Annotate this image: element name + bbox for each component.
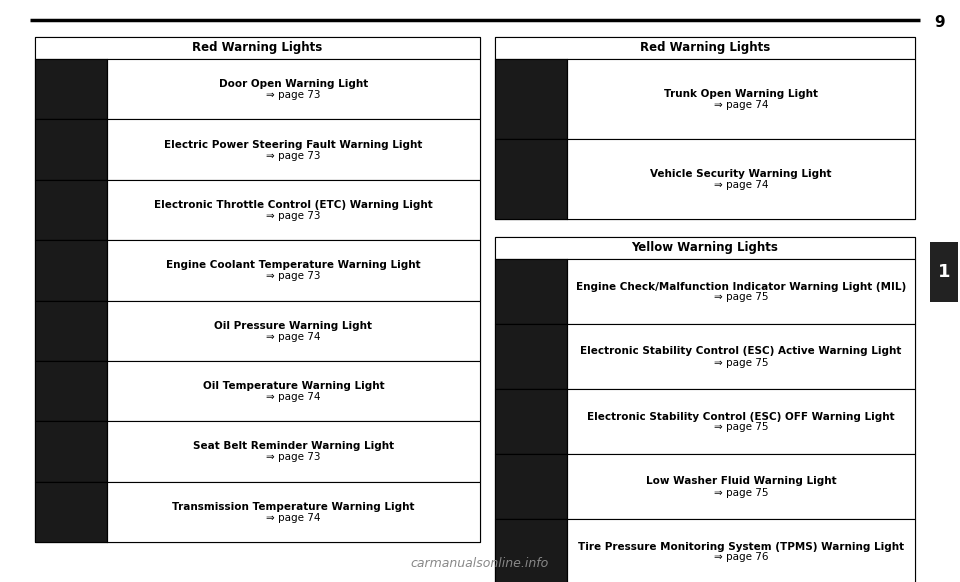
- Text: ⇒ page 74: ⇒ page 74: [266, 392, 321, 402]
- Text: Seat Belt Reminder Warning Light: Seat Belt Reminder Warning Light: [193, 441, 394, 452]
- Text: Red Warning Lights: Red Warning Lights: [640, 41, 770, 55]
- Bar: [495, 37, 915, 219]
- Bar: [495, 139, 915, 219]
- Bar: [930, 242, 958, 302]
- Bar: [35, 300, 480, 361]
- Text: Electronic Stability Control (ESC) OFF Warning Light: Electronic Stability Control (ESC) OFF W…: [588, 411, 895, 421]
- Text: ⇒ page 73: ⇒ page 73: [266, 211, 321, 221]
- Text: carmanualsonline.info: carmanualsonline.info: [411, 557, 549, 570]
- Text: ⇒ page 76: ⇒ page 76: [713, 552, 768, 562]
- Text: ⇒ page 74: ⇒ page 74: [713, 180, 768, 190]
- Text: Electric Power Steering Fault Warning Light: Electric Power Steering Fault Warning Li…: [164, 140, 422, 150]
- Bar: [35, 59, 107, 119]
- Bar: [35, 361, 480, 421]
- Text: ⇒ page 75: ⇒ page 75: [713, 423, 768, 432]
- Bar: [35, 482, 107, 542]
- Bar: [495, 519, 915, 582]
- Bar: [495, 324, 567, 389]
- Bar: [35, 37, 480, 542]
- Text: 9: 9: [934, 15, 945, 30]
- Text: Door Open Warning Light: Door Open Warning Light: [219, 79, 368, 89]
- Bar: [495, 259, 567, 324]
- Text: Engine Check/Malfunction Indicator Warning Light (MIL): Engine Check/Malfunction Indicator Warni…: [576, 282, 906, 292]
- Text: ⇒ page 74: ⇒ page 74: [266, 513, 321, 523]
- Bar: [495, 324, 915, 389]
- Bar: [35, 119, 480, 180]
- Text: 1: 1: [938, 263, 950, 281]
- Text: ⇒ page 75: ⇒ page 75: [713, 357, 768, 367]
- Bar: [35, 421, 480, 482]
- Text: ⇒ page 73: ⇒ page 73: [266, 452, 321, 463]
- Text: Oil Temperature Warning Light: Oil Temperature Warning Light: [203, 381, 384, 391]
- Text: Yellow Warning Lights: Yellow Warning Lights: [632, 242, 779, 254]
- Bar: [495, 454, 567, 519]
- Text: Low Washer Fluid Warning Light: Low Washer Fluid Warning Light: [646, 477, 836, 487]
- Bar: [35, 240, 107, 300]
- Text: Electronic Stability Control (ESC) Active Warning Light: Electronic Stability Control (ESC) Activ…: [580, 346, 901, 357]
- Text: ⇒ page 73: ⇒ page 73: [266, 271, 321, 281]
- Bar: [35, 482, 480, 542]
- Text: Tire Pressure Monitoring System (TPMS) Warning Light: Tire Pressure Monitoring System (TPMS) W…: [578, 541, 904, 552]
- Bar: [495, 454, 915, 519]
- Bar: [35, 421, 107, 482]
- Text: ⇒ page 74: ⇒ page 74: [713, 100, 768, 110]
- Bar: [35, 300, 107, 361]
- Bar: [495, 37, 915, 59]
- Text: ⇒ page 73: ⇒ page 73: [266, 151, 321, 161]
- Bar: [495, 389, 567, 454]
- Bar: [35, 119, 107, 180]
- Text: Trunk Open Warning Light: Trunk Open Warning Light: [664, 89, 818, 99]
- Bar: [495, 139, 567, 219]
- Bar: [35, 361, 107, 421]
- Text: ⇒ page 75: ⇒ page 75: [713, 293, 768, 303]
- Bar: [495, 389, 915, 454]
- Bar: [35, 59, 480, 119]
- Text: ⇒ page 75: ⇒ page 75: [713, 488, 768, 498]
- Bar: [35, 37, 480, 59]
- Text: Red Warning Lights: Red Warning Lights: [192, 41, 323, 55]
- Text: ⇒ page 74: ⇒ page 74: [266, 332, 321, 342]
- Bar: [35, 180, 480, 240]
- Text: ⇒ page 73: ⇒ page 73: [266, 90, 321, 100]
- Bar: [495, 237, 915, 582]
- Bar: [495, 519, 567, 582]
- Text: Engine Coolant Temperature Warning Light: Engine Coolant Temperature Warning Light: [166, 260, 420, 270]
- Bar: [495, 59, 915, 139]
- Text: Oil Pressure Warning Light: Oil Pressure Warning Light: [214, 321, 372, 331]
- Bar: [495, 59, 567, 139]
- Bar: [495, 237, 915, 259]
- Text: Electronic Throttle Control (ETC) Warning Light: Electronic Throttle Control (ETC) Warnin…: [155, 200, 433, 210]
- Bar: [35, 180, 107, 240]
- Bar: [495, 259, 915, 324]
- Text: Transmission Temperature Warning Light: Transmission Temperature Warning Light: [172, 502, 415, 512]
- Bar: [35, 240, 480, 300]
- Text: Vehicle Security Warning Light: Vehicle Security Warning Light: [650, 169, 831, 179]
